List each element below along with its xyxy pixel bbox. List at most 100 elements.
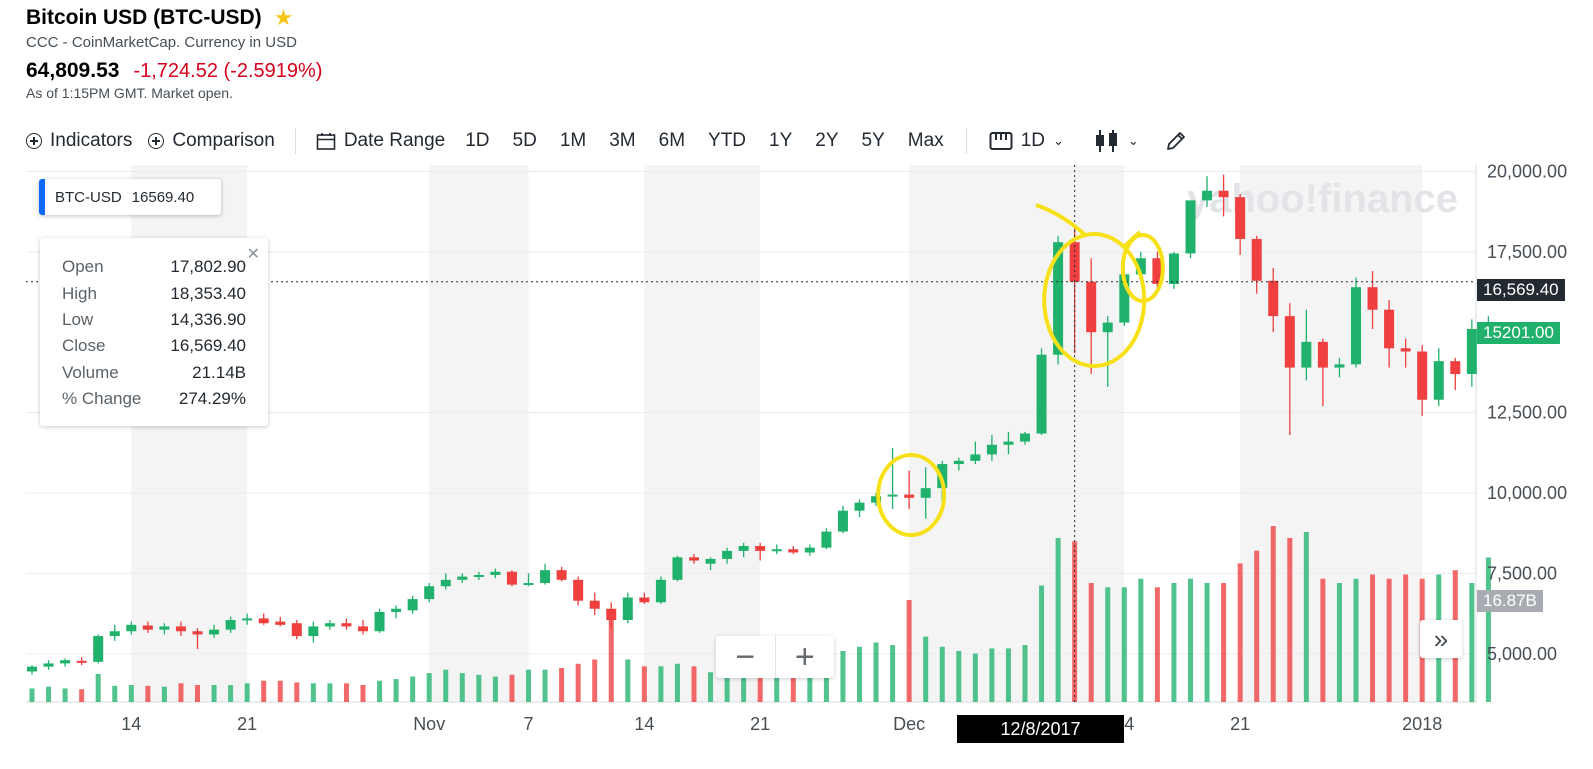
candle-body [242,618,253,621]
tooltip-value: 18,353.40 [170,284,246,303]
volume-bar [1270,526,1276,702]
volume-bar [410,676,416,702]
candle-body [1102,322,1113,333]
range-ytd[interactable]: YTD [708,130,747,151]
range-6m[interactable]: 6M [658,130,686,151]
candle-body [1053,242,1064,355]
candle-body [920,488,931,498]
candle-body [986,444,997,455]
tooltip-value: 274.29% [178,389,246,408]
indicators-button[interactable]: Indicators [26,130,132,152]
candle-body [506,571,517,585]
candle-body [424,586,435,600]
zoom-out-button[interactable]: − [716,636,776,678]
x-tick-label: 14 [121,714,141,734]
tooltip-label: Close [62,336,106,355]
zoom-controls: − + [716,636,834,678]
tooltip-row: % Change 274.29% [62,389,246,409]
volume-bar [29,688,35,702]
candle-body [1450,361,1461,375]
candle-body [1202,190,1213,201]
x-tick-label: 7 [523,714,533,734]
volume-bar [95,673,101,702]
chart-toolbar: Indicators Comparison Date Range 1D 5D 1… [26,126,1236,156]
range-1d[interactable]: 1D [465,130,490,151]
volume-bar [906,600,912,702]
star-icon[interactable]: ★ [273,5,294,30]
volume-bar [674,663,680,702]
zoom-in-button[interactable]: + [794,637,815,676]
volume-bar [526,669,531,702]
candle-body [258,618,269,624]
legend-chip[interactable]: BTC-USD 16569.40 [39,179,221,215]
candle-body [1036,354,1047,434]
quote-source: CCC - CoinMarketCap. Currency in USD [26,34,297,51]
volume-bar [161,686,167,702]
volume-bar [1287,537,1293,702]
range-2y[interactable]: 2Y [815,130,839,151]
candle-body [606,608,617,621]
candle-body [655,579,666,603]
range-5y[interactable]: 5Y [861,130,885,151]
toolbar-divider [965,128,967,154]
x-tick-label: 14 [634,714,654,734]
candle-body [804,547,815,553]
date-range-button[interactable]: Date Range [316,130,445,152]
interval-label: 1D [1020,130,1045,151]
tooltip-row: Volume 21.14B [62,363,246,383]
alternate-band [429,165,529,702]
indicators-label: Indicators [50,130,133,151]
candle-body [1466,328,1477,375]
range-max[interactable]: Max [907,130,944,151]
candle-body [821,531,832,548]
volume-bar [575,663,581,702]
close-icon[interactable]: ✕ [246,246,260,263]
volume-bar [1485,557,1491,702]
chart-type-dropdown[interactable]: ⌄ [1094,129,1139,153]
volume-tag: 16.87B [1477,590,1543,612]
volume-bar [343,683,349,702]
candle-body [358,626,368,632]
tooltip-label: Low [62,310,94,329]
candle-body [573,579,584,601]
candle-body [391,608,402,612]
volume-bar [294,682,300,702]
volume-bar [1303,532,1309,702]
volume-bar [956,651,962,702]
chevron-down-icon: ⌄ [1052,133,1064,148]
quote-price: 64,809.53 [26,59,120,82]
draw-button[interactable] [1165,130,1187,152]
tooltip-row: Close 16,569.40 [62,336,246,356]
volume-bar [923,636,929,702]
volume-bar [244,683,250,702]
expand-button[interactable]: » [1420,620,1462,658]
candle-body [225,620,236,630]
range-1m[interactable]: 1M [559,130,587,151]
interval-dropdown[interactable]: 1D ⌄ [989,130,1064,152]
volume-bar [989,648,995,702]
volume-bar [476,674,482,702]
candle-body [1251,238,1262,281]
page-title: Bitcoin USD (BTC-USD) [26,6,262,29]
range-3m[interactable]: 3M [609,130,636,151]
range-5d[interactable]: 5D [512,130,537,151]
tooltip-label: % Change [62,389,142,408]
volume-bar [178,683,184,702]
candle-body [1417,351,1428,400]
candle-body [1433,361,1444,400]
candle-body [192,631,203,635]
quote-header: Bitcoin USD (BTC-USD) ★ CCC - CoinMarket… [26,6,322,101]
volume-bar [1055,537,1061,702]
x-tick-label: Nov [413,714,445,734]
range-1y[interactable]: 1Y [769,130,793,151]
candle-body [291,623,302,637]
candle-body [109,631,120,637]
candle-body [1384,309,1395,349]
candlestick-icon [1095,130,1117,152]
y-tick-label: 7,500.00 [1487,563,1557,583]
pencil-icon [1166,132,1185,150]
volume-bar [128,685,134,702]
tooltip-row: Low 14,336.90 [62,310,246,330]
comparison-button[interactable]: Comparison [148,130,275,152]
